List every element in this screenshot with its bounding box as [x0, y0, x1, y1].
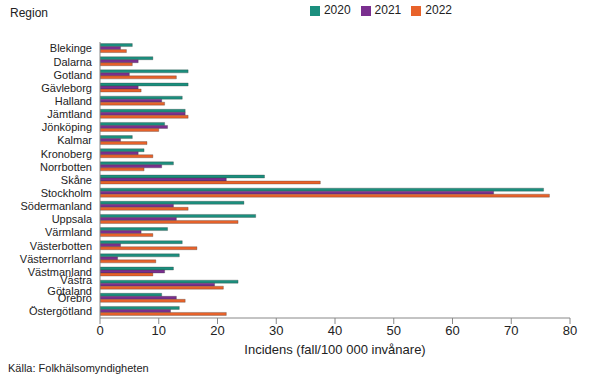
- svg-text:Jämtland: Jämtland: [47, 108, 92, 120]
- svg-text:Västerbotten: Västerbotten: [30, 240, 92, 252]
- svg-text:Halland: Halland: [55, 95, 92, 107]
- svg-text:Gävleborg: Gävleborg: [41, 82, 92, 94]
- svg-text:Skåne: Skåne: [61, 174, 92, 186]
- svg-text:60: 60: [445, 323, 459, 338]
- svg-text:20: 20: [210, 323, 224, 338]
- svg-text:Norrbotten: Norrbotten: [40, 161, 92, 173]
- svg-text:0: 0: [96, 323, 103, 338]
- svg-text:30: 30: [269, 323, 283, 338]
- svg-text:80: 80: [563, 323, 577, 338]
- svg-text:Gotland: Gotland: [53, 69, 92, 81]
- svg-text:Jönköping: Jönköping: [42, 121, 92, 133]
- svg-text:Östergötland: Östergötland: [29, 305, 92, 317]
- svg-text:Stockholm: Stockholm: [41, 187, 92, 199]
- svg-text:Västernorrland: Västernorrland: [20, 253, 92, 265]
- svg-text:Värmland: Värmland: [45, 226, 92, 238]
- svg-text:50: 50: [387, 323, 401, 338]
- svg-text:Kronoberg: Kronoberg: [41, 148, 92, 160]
- svg-text:Dalarna: Dalarna: [53, 56, 92, 68]
- svg-text:Södermanland: Södermanland: [20, 200, 92, 212]
- svg-text:Örebro: Örebro: [58, 292, 92, 304]
- svg-text:10: 10: [152, 323, 166, 338]
- svg-text:40: 40: [328, 323, 342, 338]
- svg-text:Blekinge: Blekinge: [50, 42, 92, 54]
- svg-text:Kalmar: Kalmar: [57, 134, 92, 146]
- svg-text:Uppsala: Uppsala: [52, 213, 93, 225]
- svg-text:70: 70: [504, 323, 518, 338]
